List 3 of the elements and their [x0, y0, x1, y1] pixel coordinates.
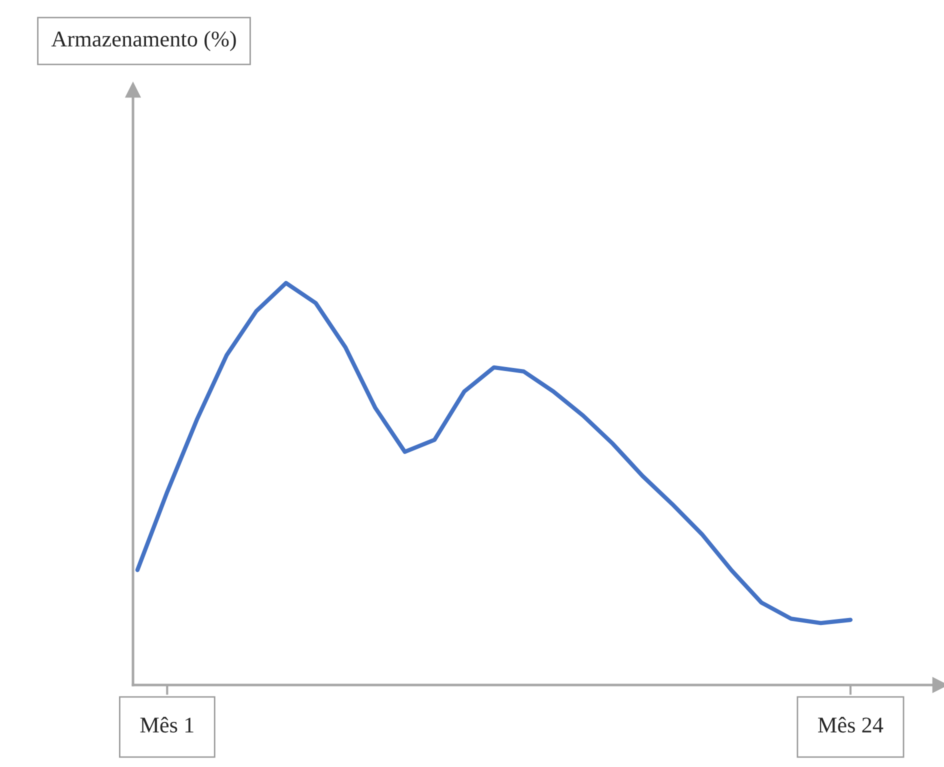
- text: Armazenamento (%): [51, 30, 236, 52]
- x-tick-label: Mês 1: [140, 716, 194, 733]
- x-tick-label: Mês 24: [818, 716, 884, 733]
